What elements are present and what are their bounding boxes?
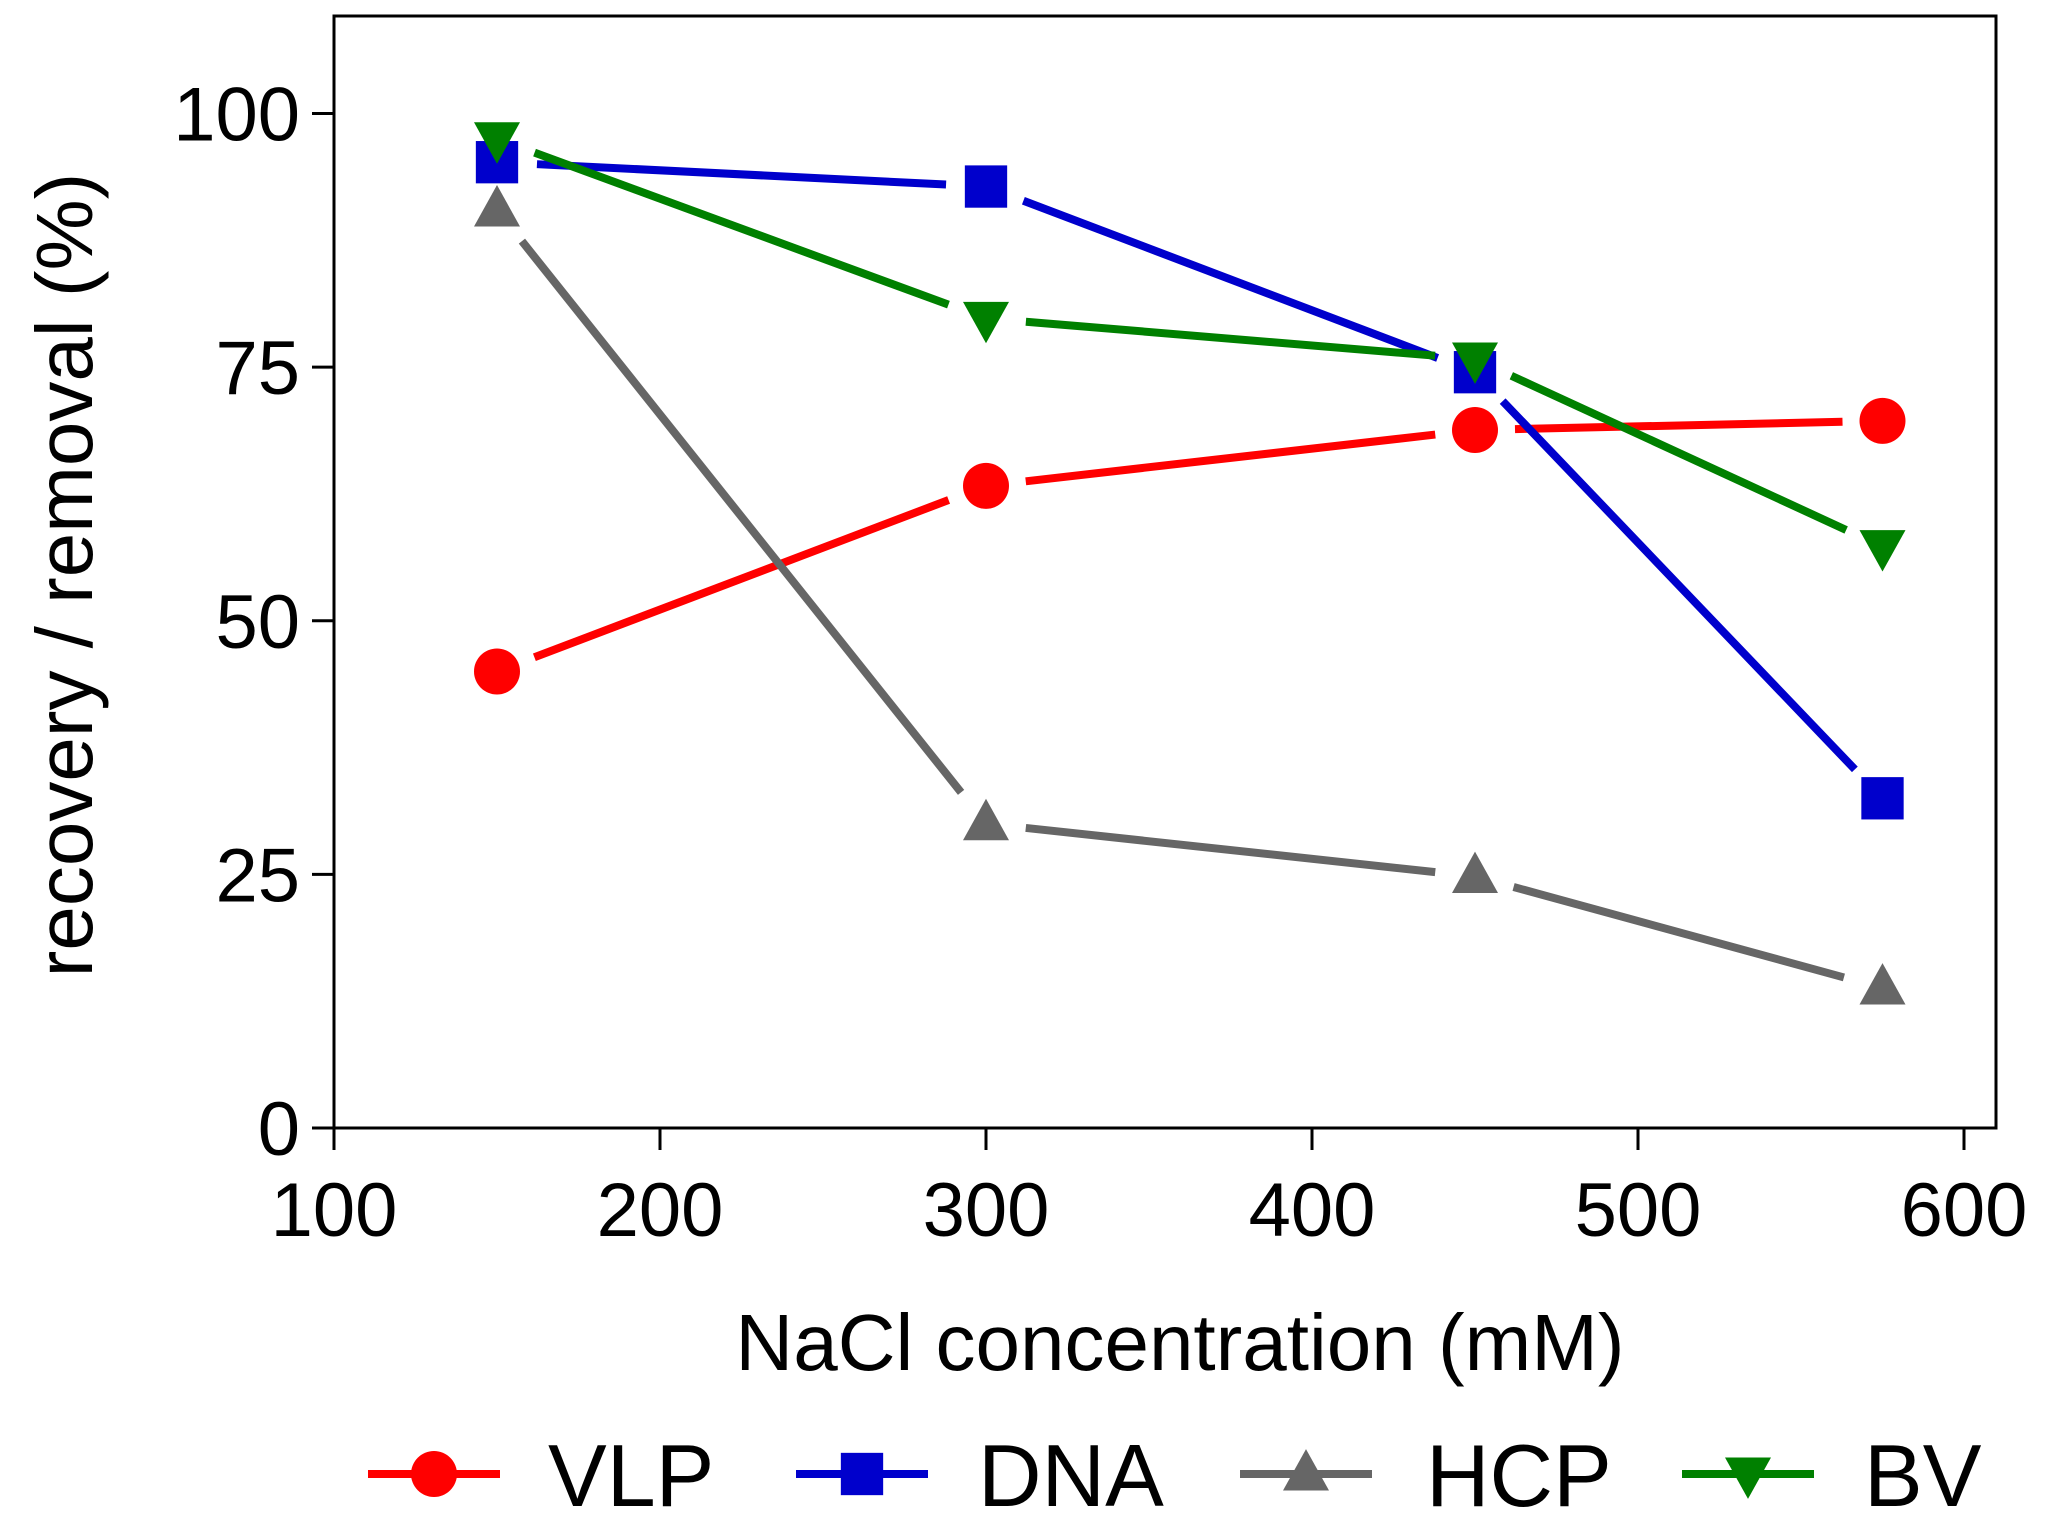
legend-label-vlp: VLP	[548, 1426, 714, 1525]
x-tick-label: 400	[1249, 1168, 1376, 1253]
hcp-data-point	[474, 185, 520, 227]
vlp-data-point	[963, 462, 1009, 509]
hcp-line-segment	[1512, 883, 1845, 982]
dna-line-segment	[1021, 197, 1440, 362]
y-axis-title: recovery / removal (%)	[20, 173, 109, 978]
y-tick-label: 0	[258, 1087, 300, 1172]
x-tick-label: 600	[1901, 1168, 2028, 1253]
hcp-line-segment	[1025, 823, 1436, 877]
hcp-data-point	[1452, 851, 1498, 893]
bv-line-segment	[1509, 372, 1848, 534]
legend-marker-hcp	[1283, 1449, 1329, 1491]
y-tick-label: 75	[215, 326, 300, 411]
legend-item-hcp: HCP	[1240, 1426, 1612, 1525]
vlp-data-point	[1859, 397, 1906, 444]
bv-line-segment	[533, 148, 950, 309]
legend-label-hcp: HCP	[1426, 1426, 1612, 1525]
bv-data-point	[1859, 530, 1906, 572]
hcp-line-segment	[518, 238, 965, 795]
y-tick-label: 25	[215, 833, 300, 918]
x-tick-label: 300	[923, 1168, 1050, 1253]
legend-marker-vlp	[411, 1451, 457, 1497]
plot-frame	[332, 14, 1998, 1130]
vlp-line-segment	[532, 496, 951, 662]
x-tick-label: 200	[597, 1168, 724, 1253]
x-tick-label: 500	[1575, 1168, 1702, 1253]
legend-marker-dna	[840, 1452, 884, 1496]
axes: 100 200 300 400 500 600 0 25 50 75 100	[173, 14, 2028, 1253]
vlp-data-point	[474, 648, 520, 695]
legend-label-bv: BV	[1864, 1426, 1982, 1525]
legend-item-vlp: VLP	[368, 1426, 714, 1525]
dna-data-point	[1861, 777, 1904, 820]
hcp-data-point	[1859, 963, 1906, 1005]
dna-line-segment	[536, 160, 947, 189]
bv-data-point	[1452, 342, 1498, 384]
y-tick-label: 50	[215, 580, 300, 665]
legend: VLP DNA HCP BV	[368, 1426, 1982, 1525]
y-tick-label: 100	[173, 73, 300, 158]
plot-lines	[518, 148, 1858, 982]
legend-item-bv: BV	[1682, 1426, 1982, 1525]
legend-marker-bv	[1725, 1457, 1771, 1499]
legend-item-dna: DNA	[796, 1426, 1164, 1525]
vlp-line-segment	[1025, 430, 1436, 486]
x-tick-label: 100	[271, 1168, 398, 1253]
vlp-data-point	[1452, 407, 1498, 454]
bv-data-point	[474, 122, 520, 164]
dna-line-segment	[1499, 398, 1858, 773]
bv-data-point	[963, 301, 1009, 344]
bv-line-segment	[1025, 317, 1436, 360]
hcp-data-point	[963, 798, 1009, 841]
x-axis-title: NaCl concentration (mM)	[735, 1298, 1624, 1387]
dna-data-point	[964, 165, 1008, 208]
plot-markers	[474, 122, 1906, 1005]
vlp-line-segment	[1514, 417, 1843, 434]
legend-label-dna: DNA	[978, 1426, 1164, 1525]
